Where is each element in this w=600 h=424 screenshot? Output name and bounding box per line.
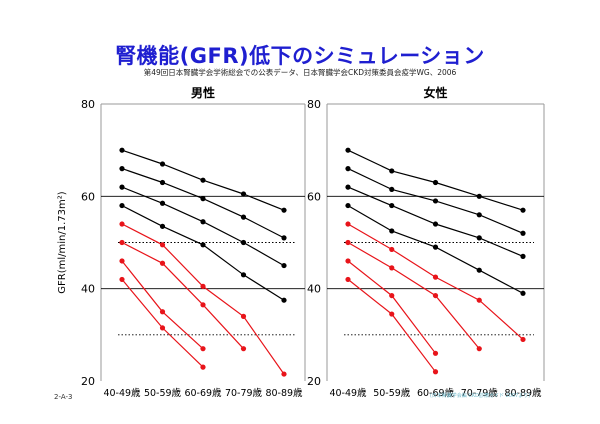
male-series-6-point	[159, 260, 166, 266]
male-series-1-point	[119, 147, 125, 153]
male-series-6-point	[119, 239, 125, 246]
male-series-3-point	[200, 219, 206, 225]
male-series-3-point	[281, 262, 287, 269]
male-chart-title: 男性	[191, 85, 215, 100]
male-series-7-point	[119, 258, 125, 264]
female-series-4-point	[389, 228, 395, 234]
male-x-tick-label: 40-49歳	[103, 387, 141, 399]
slide-number: 2-A-3	[54, 393, 73, 401]
female-series-7-point	[345, 258, 351, 264]
female-y-tick-label: 20	[307, 375, 321, 388]
female-series-1-point	[476, 193, 482, 199]
female-series-6-point	[432, 292, 439, 299]
male-series-3-point	[159, 200, 166, 206]
female-series-1-point	[345, 147, 351, 153]
male-series-4-point	[119, 202, 125, 209]
female-series-line-6	[347, 241, 480, 350]
male-x-tick-label: 50-59歳	[144, 387, 182, 399]
male-y-tick-label: 20	[81, 375, 95, 388]
male-y-tick-label: 60	[81, 190, 95, 203]
female-series-5-point	[345, 221, 351, 227]
female-y-tick-label: 40	[307, 283, 321, 296]
male-series-5-point	[119, 221, 125, 227]
male-series-2-point	[159, 179, 166, 186]
female-series-4-point	[476, 267, 482, 273]
slide-title: 腎機能(GFR)低下のシミュレーション	[115, 44, 485, 68]
male-series-7-point	[200, 346, 206, 352]
female-series-2-point	[345, 166, 351, 172]
male-series-1-point	[240, 191, 247, 197]
male-series-2-point	[240, 214, 247, 220]
male-series-4-point	[159, 223, 166, 229]
female-series-7-point	[389, 292, 395, 299]
footer-note: (日本腎臓学会編 CKD診療ガイド 2007より)	[429, 393, 531, 399]
slide-source-note: 第49回日本腎臓学会学術総会での公表データ、日本腎臓学会CKD対策委員会疫学WG…	[143, 68, 457, 77]
female-series-8-point	[432, 369, 439, 375]
female-series-2-point	[389, 186, 395, 193]
female-y-tick-label: 80	[307, 98, 321, 111]
female-series-3-point	[520, 253, 526, 259]
female-series-3-point	[476, 235, 482, 241]
female-series-6-point	[389, 265, 395, 271]
female-series-6-point	[345, 239, 351, 246]
male-series-8-point	[159, 325, 166, 331]
male-series-8-point	[119, 276, 125, 283]
female-y-tick-label: 60	[307, 190, 321, 203]
female-series-2-point	[432, 198, 439, 204]
male-series-3-point	[240, 239, 247, 246]
male-series-7-point	[159, 309, 166, 315]
male-series-6-point	[240, 346, 247, 352]
male-series-5-point	[159, 242, 166, 248]
male-x-tick-label: 80-89歳	[265, 387, 303, 399]
female-series-4-point	[520, 290, 526, 296]
male-series-4-point	[281, 297, 287, 303]
male-series-1-point	[159, 161, 166, 167]
female-series-3-point	[389, 202, 395, 209]
male-series-5-point	[200, 283, 206, 289]
male-y-tick-label: 40	[81, 283, 95, 296]
female-x-tick-label: 40-49歳	[329, 387, 367, 399]
male-series-1-point	[200, 177, 206, 183]
male-series-4-point	[240, 272, 247, 278]
female-x-tick-label: 70-79歳	[461, 387, 499, 399]
male-series-6-point	[200, 302, 206, 308]
male-series-2-point	[281, 235, 287, 241]
male-y-tick-label: 80	[81, 98, 95, 111]
female-series-2-point	[520, 230, 526, 236]
male-series-2-point	[200, 196, 206, 202]
female-x-tick-label: 80-89歳	[504, 387, 542, 399]
male-series-2-point	[119, 166, 125, 172]
male-series-5-point	[240, 313, 247, 319]
male-series-5-point	[281, 371, 287, 377]
female-x-tick-label: 50-59歳	[373, 387, 411, 399]
female-series-5-point	[432, 274, 439, 280]
female-x-tick-label: 60-69歳	[417, 387, 455, 399]
female-series-6-point	[476, 346, 482, 352]
female-series-4-point	[345, 202, 351, 209]
male-series-1-point	[281, 207, 287, 213]
male-series-8-point	[200, 364, 206, 370]
female-series-7-point	[432, 350, 439, 356]
female-series-8-point	[345, 276, 351, 283]
male-x-tick-label: 60-69歳	[184, 387, 222, 399]
female-series-5-point	[476, 297, 482, 303]
male-series-line-6	[121, 241, 244, 350]
male-series-3-point	[119, 184, 125, 190]
female-series-1-point	[389, 168, 395, 174]
female-series-1-point	[520, 207, 526, 213]
female-series-1-point	[432, 179, 439, 186]
female-series-3-point	[432, 221, 439, 227]
female-series-3-point	[345, 184, 351, 190]
female-series-line-7	[347, 260, 436, 354]
male-x-tick-label: 70-79歳	[225, 387, 263, 399]
male-series-4-point	[200, 242, 206, 248]
female-series-5-point	[389, 246, 395, 253]
female-series-4-point	[432, 244, 439, 250]
female-series-2-point	[476, 212, 482, 218]
female-series-8-point	[389, 311, 395, 317]
female-chart-title: 女性	[423, 85, 447, 100]
female-series-5-point	[520, 336, 526, 343]
male-y-axis-label: GFR(ml/min/1.73m²)	[57, 191, 68, 293]
